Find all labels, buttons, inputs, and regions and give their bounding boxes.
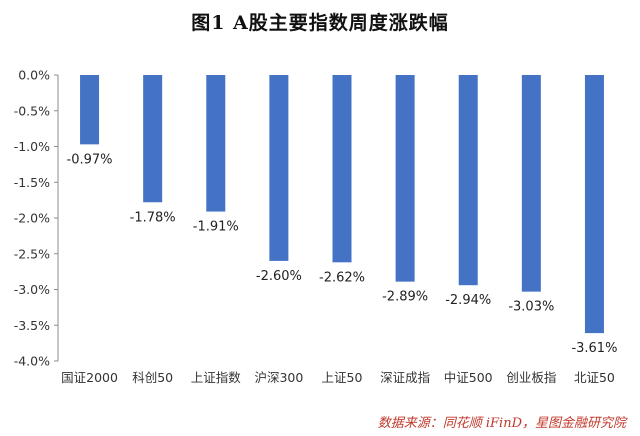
value-labels: -0.97% -1.78% -1.91% -2.60% -2.62% -2.89% -2.9… <box>67 152 618 356</box>
y-tick-label: -2.0% <box>14 211 50 226</box>
x-tick-label: 科创50 <box>132 370 173 385</box>
y-tick-label: -2.5% <box>14 246 50 261</box>
data-label: -0.97% <box>67 152 113 167</box>
data-label: -3.03% <box>508 300 554 315</box>
data-label: -2.60% <box>256 269 302 284</box>
y-tick-label: -3.0% <box>14 282 50 297</box>
chart-title: 图1 A股主要指数周度涨跌幅 <box>191 12 449 34</box>
bar <box>332 75 352 263</box>
bars <box>80 75 604 334</box>
data-label: -1.78% <box>130 210 176 225</box>
y-tick-label: -1.5% <box>14 175 50 190</box>
bar <box>458 75 478 286</box>
x-tick-label: 国证2000 <box>61 370 118 385</box>
bar <box>206 75 226 212</box>
x-tick-label: 上证50 <box>322 370 363 385</box>
y-tick-label: 0.0% <box>18 68 50 83</box>
data-label: -2.94% <box>445 293 491 308</box>
x-tick-label: 北证50 <box>574 370 615 385</box>
bar <box>521 75 541 292</box>
data-label: -1.91% <box>193 220 239 235</box>
y-tick-label: -1.0% <box>14 139 50 154</box>
x-tick-label: 深证成指 <box>380 370 430 385</box>
source-note: 数据来源：同花顺 iFinD，星图金融研究院 <box>377 416 626 431</box>
y-tick-label: -3.5% <box>14 318 50 333</box>
y-tick-label: -0.5% <box>14 103 50 118</box>
bar <box>269 75 289 261</box>
bar <box>584 75 604 334</box>
y-tick-label: -4.0% <box>14 354 50 369</box>
x-tick-label: 中证500 <box>444 370 493 385</box>
data-label: -3.61% <box>571 341 617 356</box>
bar <box>395 75 415 282</box>
bar <box>143 75 163 203</box>
category-labels: 国证2000 科创50 上证指数 沪深300 上证50 深证成指 中证500 创业板指 北证50 <box>61 370 615 385</box>
y-axis-ticks: 0.0% -0.5% -1.0% -1.5% -2.0% -2.5% -3.0% -3.5% -… <box>14 68 58 369</box>
data-label: -2.62% <box>319 270 365 285</box>
x-tick-label: 创业板指 <box>506 370 556 385</box>
data-label: -2.89% <box>382 290 428 305</box>
bar <box>80 75 100 145</box>
x-tick-label: 沪深300 <box>254 370 303 385</box>
x-tick-label: 上证指数 <box>191 370 242 385</box>
